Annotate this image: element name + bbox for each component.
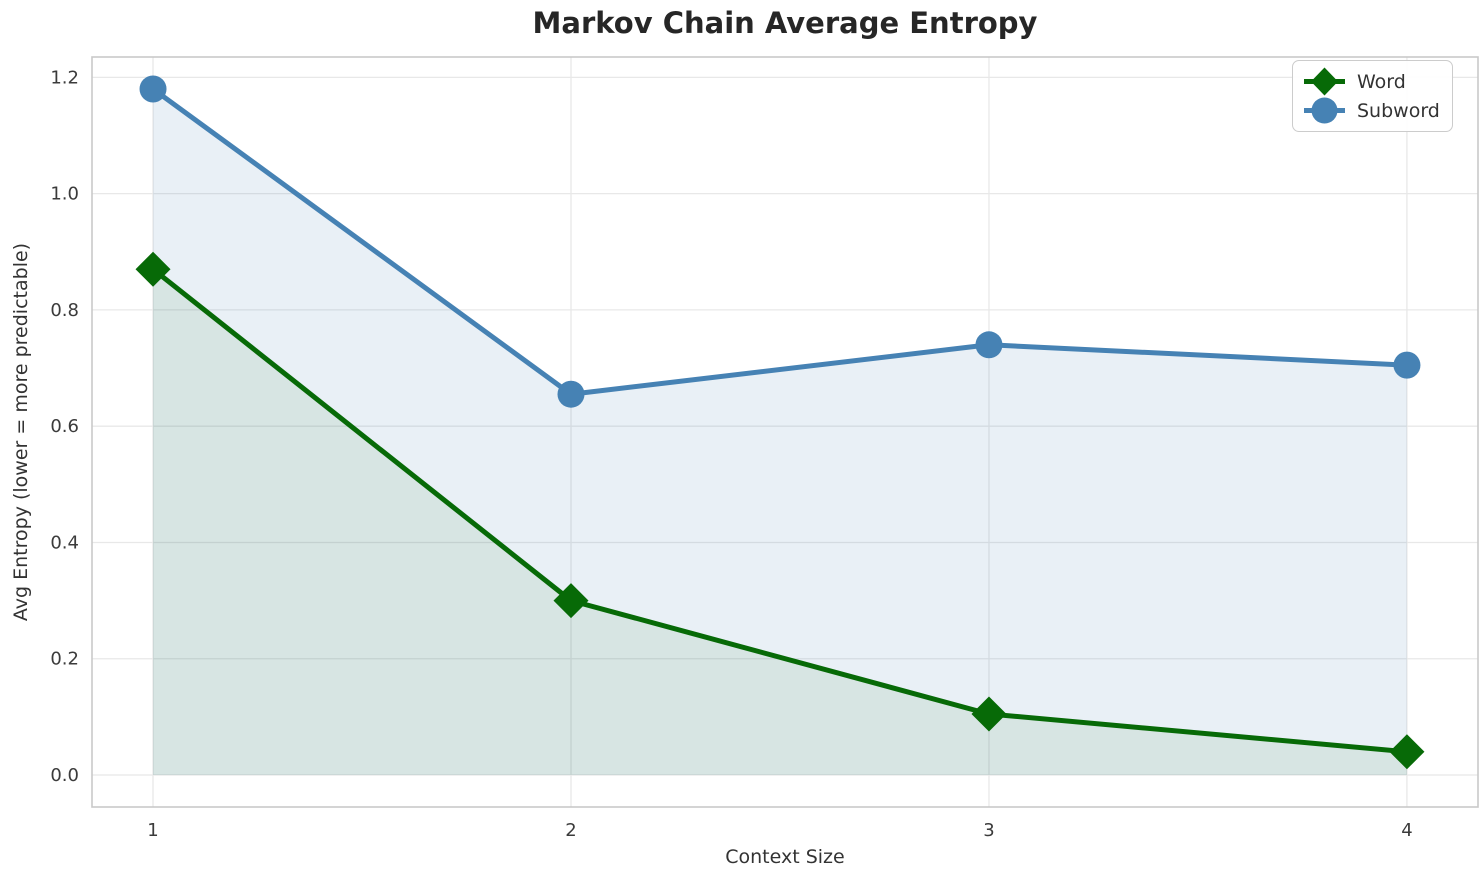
chart-title: Markov Chain Average Entropy xyxy=(532,6,1038,40)
plot-border xyxy=(91,56,1479,808)
y-tick-label: 1.2 xyxy=(50,67,79,88)
legend-label-word: Word xyxy=(1357,70,1406,93)
x-tick-label: 1 xyxy=(147,820,158,841)
y-tick-label: 0.6 xyxy=(50,416,79,437)
y-tick-label: 0.0 xyxy=(50,765,79,786)
x-axis-label: Context Size xyxy=(725,846,845,868)
subword-marker-circle xyxy=(139,75,167,103)
legend-item-word: Word xyxy=(1301,67,1442,96)
word-diamond-marker-icon xyxy=(1304,67,1345,96)
word-marker-diamond xyxy=(553,583,589,619)
subword-marker-circle xyxy=(1393,351,1421,379)
subword-marker-circle xyxy=(557,380,585,408)
word-marker-diamond xyxy=(1389,734,1425,770)
subword-marker-circle xyxy=(975,331,1003,359)
legend-item-subword: Subword xyxy=(1301,96,1442,125)
y-axis-label: Avg Entropy (lower = more predictable) xyxy=(10,242,32,622)
subword-area-fill xyxy=(153,88,1407,776)
word-marker-diamond xyxy=(135,251,171,287)
subword-circle-marker-icon xyxy=(1304,97,1345,124)
y-tick-label: 0.2 xyxy=(50,649,79,670)
legend-label-subword: Subword xyxy=(1357,99,1440,122)
subword-line xyxy=(150,86,1410,397)
word-line xyxy=(150,266,1410,755)
y-tick-label: 0.4 xyxy=(50,532,79,553)
y-tick-label: 1.0 xyxy=(50,184,79,205)
legend: Word Subword xyxy=(1292,60,1453,132)
word-marker-diamond xyxy=(971,696,1007,732)
x-tick-label: 2 xyxy=(565,820,576,841)
x-tick-label: 4 xyxy=(1401,820,1412,841)
x-tick-label: 3 xyxy=(983,820,994,841)
y-tick-label: 0.8 xyxy=(50,300,79,321)
word-area-fill xyxy=(153,269,1407,776)
